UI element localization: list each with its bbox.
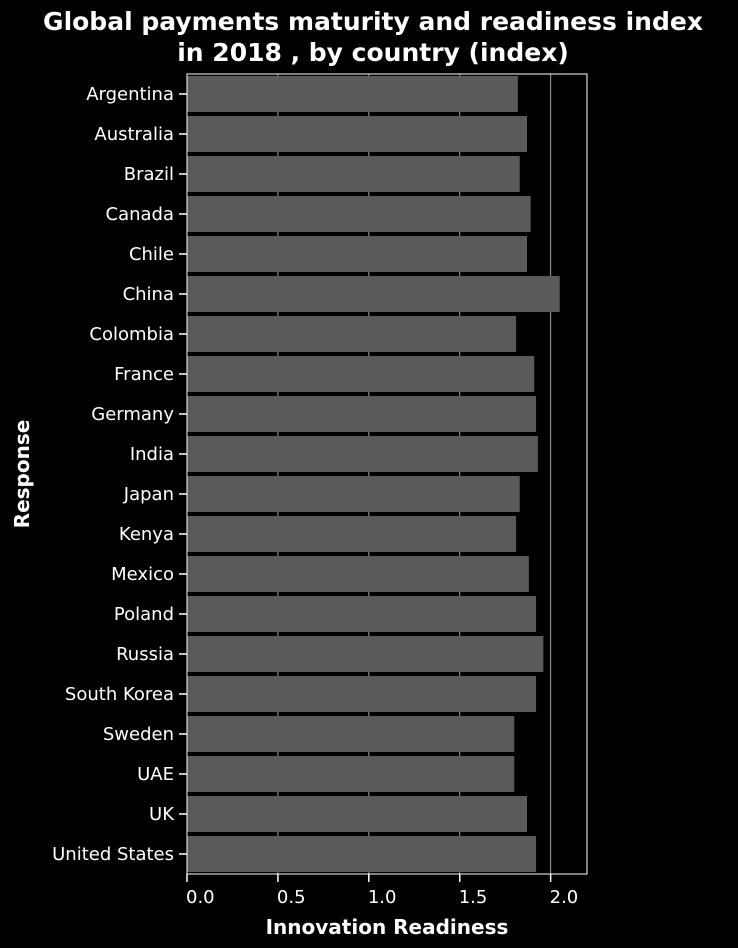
y-tick-label-chile: Chile (129, 244, 174, 265)
x-tick-label-3: 1.5 (459, 887, 488, 908)
plot-frame (186, 73, 588, 875)
y-tick-label-sweden: Sweden (103, 724, 174, 745)
bar-uk (187, 796, 527, 832)
y-tick-label-france: France (114, 364, 174, 385)
bar-russia (187, 636, 544, 672)
x-axis: 0.0 0.5 1.0 1.5 2.0 (186, 874, 578, 908)
x-tick-label-2: 1.0 (368, 887, 397, 908)
y-axis-label: Response (10, 420, 34, 529)
chart-title-line-2: in 2018 , by country (index) (177, 38, 569, 67)
y-tick-label-brazil: Brazil (124, 164, 174, 185)
y-tick-label-mexico: Mexico (111, 564, 174, 585)
y-tick-label-india: India (130, 444, 174, 465)
bar-india (187, 436, 538, 472)
bar-colombia (187, 316, 517, 352)
bar-poland (187, 596, 537, 632)
y-tick-label-china: China (123, 284, 174, 305)
y-tick-label-south-korea: South Korea (65, 684, 174, 705)
bar-argentina (187, 76, 518, 112)
y-tick-label-colombia: Colombia (89, 324, 174, 345)
y-tick-label-canada: Canada (106, 204, 175, 225)
y-axis: Argentina Australia Brazil Canada Chile China… (52, 84, 187, 865)
y-tick-label-germany: Germany (91, 404, 174, 425)
bar-chile (187, 236, 527, 272)
y-tick-label-russia: Russia (116, 644, 174, 665)
y-tick-label-japan: Japan (123, 484, 174, 505)
bar-china (187, 276, 560, 312)
bar-sweden (187, 716, 515, 752)
y-tick-label-uae: UAE (137, 764, 174, 785)
bar-mexico (187, 556, 529, 592)
bar-united-states (187, 836, 537, 872)
x-tick-label-1: 0.5 (277, 887, 306, 908)
x-tick-label-4: 2.0 (550, 887, 579, 908)
bar-canada (187, 196, 531, 232)
bar-japan (187, 476, 520, 512)
x-tick-label-0: 0.0 (186, 887, 215, 908)
x-axis-label: Innovation Readiness (266, 915, 509, 939)
bars (187, 76, 560, 872)
y-tick-label-argentina: Argentina (86, 84, 174, 105)
bar-kenya (187, 516, 517, 552)
bar-brazil (187, 156, 520, 192)
bar-south-korea (187, 676, 537, 712)
bar-germany (187, 396, 537, 432)
bar-france (187, 356, 535, 392)
y-tick-label-poland: Poland (114, 604, 174, 625)
gridlines (186, 74, 552, 874)
y-tick-label-uk: UK (149, 804, 175, 825)
chart-title-line-1: Global payments maturity and readiness i… (43, 7, 703, 36)
y-tick-label-united-states: United States (52, 844, 174, 865)
bar-australia (187, 116, 527, 152)
bar-uae (187, 756, 515, 792)
y-tick-label-australia: Australia (94, 124, 174, 145)
y-tick-label-kenya: Kenya (119, 524, 174, 545)
